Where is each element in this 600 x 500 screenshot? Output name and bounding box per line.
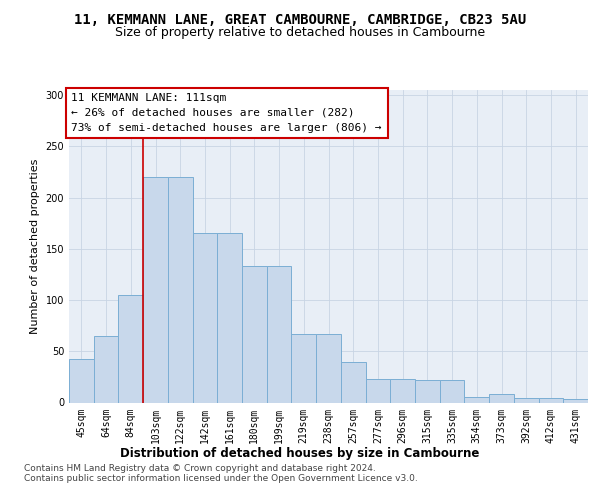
Bar — [292, 334, 316, 402]
Text: Contains HM Land Registry data © Crown copyright and database right 2024.
Contai: Contains HM Land Registry data © Crown c… — [24, 464, 418, 483]
Bar — [242, 266, 267, 402]
Bar — [539, 398, 563, 402]
Bar — [415, 380, 440, 402]
Bar — [217, 234, 242, 402]
Bar — [390, 379, 415, 402]
Bar — [118, 295, 143, 403]
Bar — [563, 400, 588, 402]
Bar — [365, 379, 390, 402]
Bar — [193, 234, 217, 402]
Bar — [489, 394, 514, 402]
Bar — [464, 398, 489, 402]
Bar — [143, 177, 168, 402]
Text: 11, KEMMANN LANE, GREAT CAMBOURNE, CAMBRIDGE, CB23 5AU: 11, KEMMANN LANE, GREAT CAMBOURNE, CAMBR… — [74, 12, 526, 26]
Bar — [168, 177, 193, 402]
Bar — [316, 334, 341, 402]
Y-axis label: Number of detached properties: Number of detached properties — [30, 158, 40, 334]
Bar — [514, 398, 539, 402]
Bar — [94, 336, 118, 402]
Text: 11 KEMMANN LANE: 111sqm
← 26% of detached houses are smaller (282)
73% of semi-d: 11 KEMMANN LANE: 111sqm ← 26% of detache… — [71, 93, 382, 132]
Bar — [69, 360, 94, 403]
Text: Distribution of detached houses by size in Cambourne: Distribution of detached houses by size … — [121, 448, 479, 460]
Bar — [341, 362, 365, 403]
Text: Size of property relative to detached houses in Cambourne: Size of property relative to detached ho… — [115, 26, 485, 39]
Bar — [267, 266, 292, 402]
Bar — [440, 380, 464, 402]
